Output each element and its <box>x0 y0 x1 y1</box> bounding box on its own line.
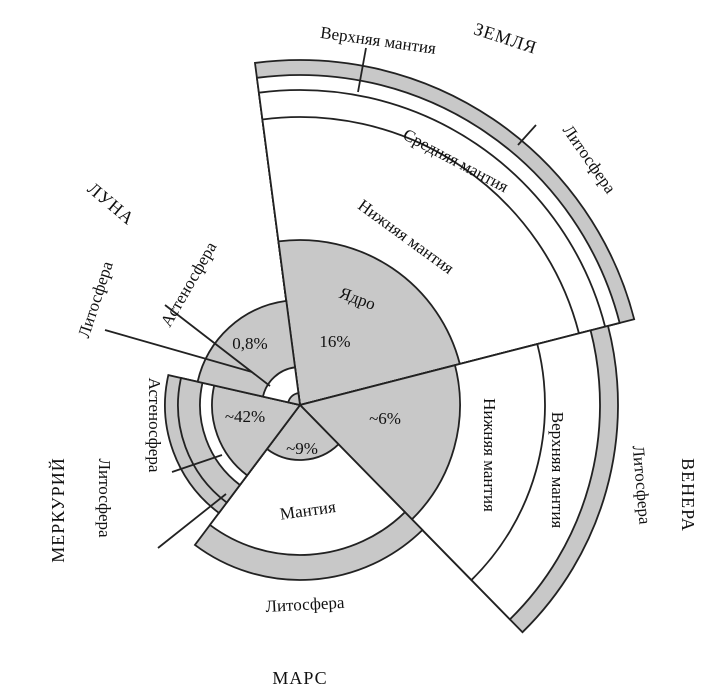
layer-label: Нижняя мантия <box>480 398 499 512</box>
core-percent: ~9% <box>286 439 318 458</box>
leader-lines <box>104 47 537 549</box>
layer-label: Верхняя мантия <box>319 23 437 58</box>
layer-label: Литосфера <box>629 445 655 526</box>
core-percent: 16% <box>319 332 350 351</box>
planet-name: ЛУНА <box>84 178 139 229</box>
layer-label: Верхняя мантия <box>548 412 567 529</box>
layer-shape <box>277 239 461 407</box>
leader-line <box>517 124 537 146</box>
layer-shape <box>211 384 302 477</box>
layer-label: Астеносфера <box>145 378 164 473</box>
planet-name: МАРС <box>272 668 327 688</box>
leader-line <box>104 329 253 373</box>
leader-line <box>164 304 271 387</box>
layer-shape <box>208 403 407 556</box>
layer-shape <box>265 403 340 461</box>
leader-line <box>157 493 227 549</box>
planet-name: ЗЕМЛЯ <box>471 19 539 58</box>
layer-label: Литосфера <box>74 259 117 341</box>
planet-name: ВЕНЕРА <box>678 458 698 532</box>
layer-shape <box>261 366 302 407</box>
layer-label: Астеносфера <box>157 238 221 330</box>
core-percent: ~6% <box>369 409 401 428</box>
core-percent: 0,8% <box>232 334 267 353</box>
layer-shape <box>287 392 302 407</box>
layer-label: Литосфера <box>559 121 620 197</box>
leader-line <box>171 454 223 473</box>
layer-label: Литосфера <box>95 458 114 538</box>
sectors <box>164 59 636 634</box>
leader-line <box>357 47 367 93</box>
core-percent: ~42% <box>225 407 265 426</box>
layer-label: Литосфера <box>265 593 345 616</box>
planet-name: МЕРКУРИЙ <box>48 457 68 562</box>
layer-shape <box>298 364 461 521</box>
